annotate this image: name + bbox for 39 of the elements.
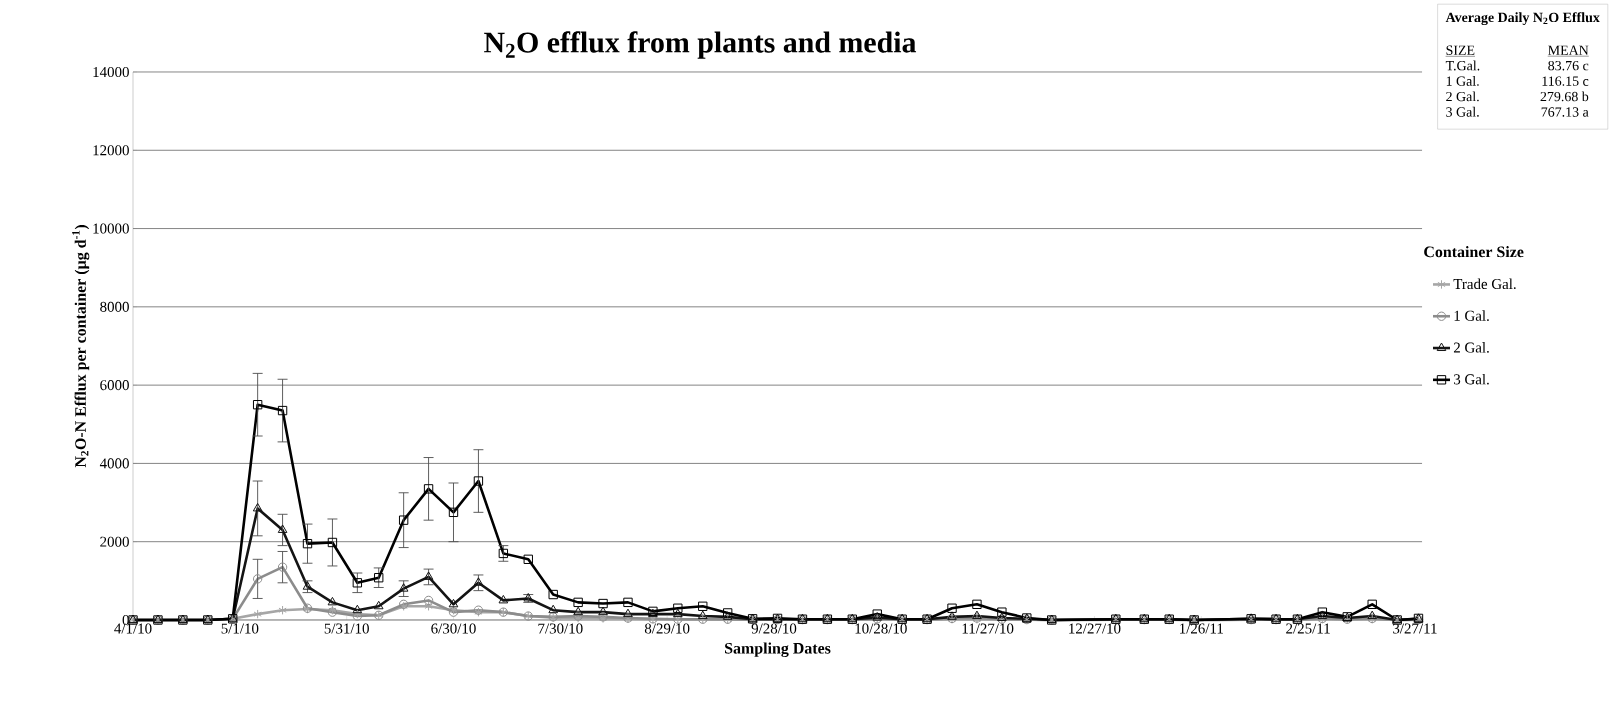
x-tick-label: 8/29/10 (644, 623, 690, 634)
text: 83.76 c (1548, 60, 1589, 71)
text: MEAN (1548, 45, 1589, 55)
x-tick-label: 1/26/11 (1180, 623, 1223, 634)
y-tick-label: 8000 (100, 301, 129, 312)
text: SIZE (1446, 45, 1475, 55)
x-tick-label: 5/31/10 (324, 623, 369, 634)
legend-label: 2 Gal. (1453, 342, 1489, 353)
x-tick-label: 10/28/10 (855, 623, 907, 634)
text: 3 Gal. (1446, 106, 1479, 117)
x-tick-label: 5/1/10 (221, 623, 259, 634)
text: T.Gal. (1445, 60, 1480, 71)
x-tick-label: 3/27/11 (1393, 623, 1437, 634)
x-tick-label: 6/30/10 (431, 623, 476, 634)
text: Average Daily N$_{2}$O Efflux (1445, 12, 1600, 26)
text: 279.68 b (1540, 91, 1589, 102)
x-tick-label: 4/1/10 (114, 623, 152, 634)
x-tick-label: 2/25/11 (1286, 623, 1330, 634)
y-tick-label: 10000 (93, 223, 129, 234)
y-tick-label: 12000 (93, 145, 129, 156)
legend-label: 3 Gal. (1454, 373, 1489, 385)
x-tick-label: 7/30/10 (538, 623, 583, 634)
x-axis-title: Sampling Dates (725, 642, 831, 657)
y-axis-title: N$_{2}$O-N Efflux per container (µg d$^{-1}$) (72, 225, 90, 468)
text: 2 Gal. (1446, 91, 1479, 102)
x-tick-label: 11/27/10 (962, 623, 1014, 634)
y-tick-label: 6000 (100, 380, 129, 391)
x-tick-label: 12/27/10 (1069, 623, 1121, 634)
legend-title: Container Size (1424, 246, 1524, 258)
legend-label: 1 Gal. (1454, 310, 1489, 321)
chart-title: N$_{2}$O efflux from plants and media (484, 31, 917, 59)
text: 1 Gal. (1446, 75, 1479, 86)
y-tick-label: 2000 (100, 536, 129, 547)
x-tick-label: 9/28/10 (751, 623, 797, 634)
y-tick-label: 4000 (99, 458, 129, 469)
legend-label: Trade Gal. (1453, 278, 1516, 290)
y-tick-label: 14000 (93, 66, 129, 78)
text: 116.15 c (1542, 76, 1589, 86)
text: 767.13 a (1541, 107, 1589, 117)
